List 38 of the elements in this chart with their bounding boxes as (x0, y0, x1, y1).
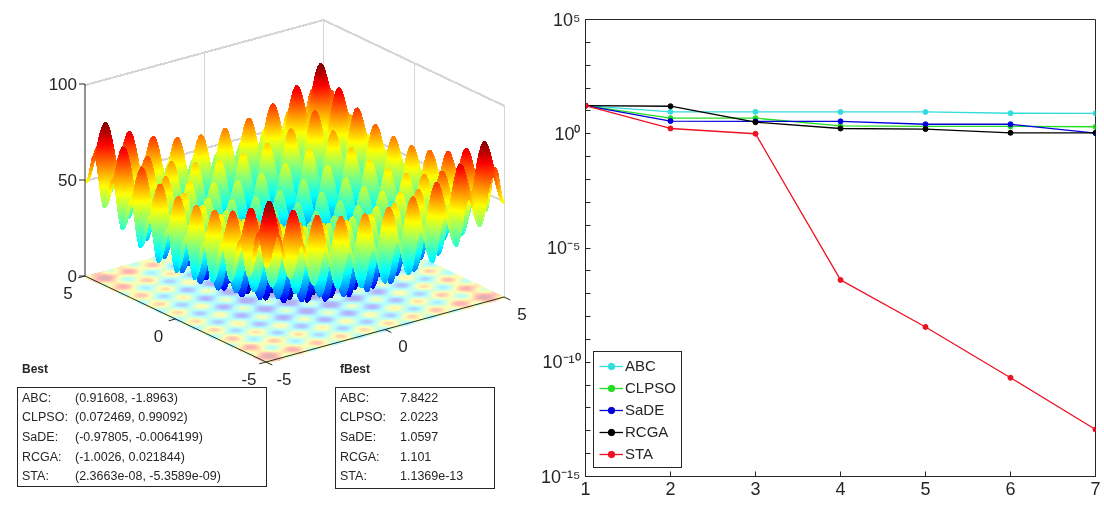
text: -5 (241, 369, 257, 389)
text: fBest (339, 361, 371, 378)
y-tick-label: 10⁵ (553, 9, 581, 30)
text: STA: 1.1369e-13 (340, 469, 464, 484)
text: SaDE: 1.0597 (340, 430, 439, 445)
legend-label: ABC (625, 357, 656, 374)
x-tick-label: 4 (835, 478, 846, 499)
y-tick-label: 10⁻¹⁵ (541, 466, 581, 487)
legend-label: RCGA (625, 423, 669, 440)
text: 0 (67, 266, 77, 286)
text: ABC: (0.91608, -1.8963) (22, 390, 178, 405)
text: Best (22, 362, 49, 376)
x-tick-label: 5 (920, 478, 931, 499)
text: 0 (398, 337, 408, 356)
legend-label: SaDE (625, 401, 665, 418)
x-tick-label: 3 (750, 478, 761, 499)
text: 50 (58, 170, 77, 190)
text: 5 (63, 283, 73, 303)
x-tick-label: 2 (665, 478, 676, 499)
y-tick-label: 10⁻¹⁰ (542, 352, 581, 373)
text: CLPSO: (0.072469, 0.99092) (21, 409, 189, 427)
y-tick-label: 10⁻⁵ (547, 238, 581, 258)
legend-label: STA (625, 445, 654, 462)
legend-label: CLPSO (625, 379, 676, 396)
text: RCGA: 1.101 (340, 449, 432, 464)
text: SaDE: (-0.97805, -0.0064199) (22, 430, 203, 445)
text: -5 (276, 369, 292, 389)
text: CLPSO: 2.0223 (339, 409, 440, 427)
text: 0 (153, 326, 164, 346)
x-tick-label: 7 (1090, 478, 1101, 499)
x-tick-label: 6 (1005, 478, 1016, 499)
text: 5 (517, 304, 527, 324)
text: 100 (48, 74, 77, 94)
text: STA: (2.3663e-08, -5.3589e-09) (22, 469, 221, 484)
text: RCGA: (-1.0026, 0.021844) (21, 448, 186, 466)
y-tick-label: 10⁰ (554, 123, 581, 144)
text: ABC: 7.8422 (340, 390, 439, 405)
x-tick-label: 1 (580, 478, 591, 499)
